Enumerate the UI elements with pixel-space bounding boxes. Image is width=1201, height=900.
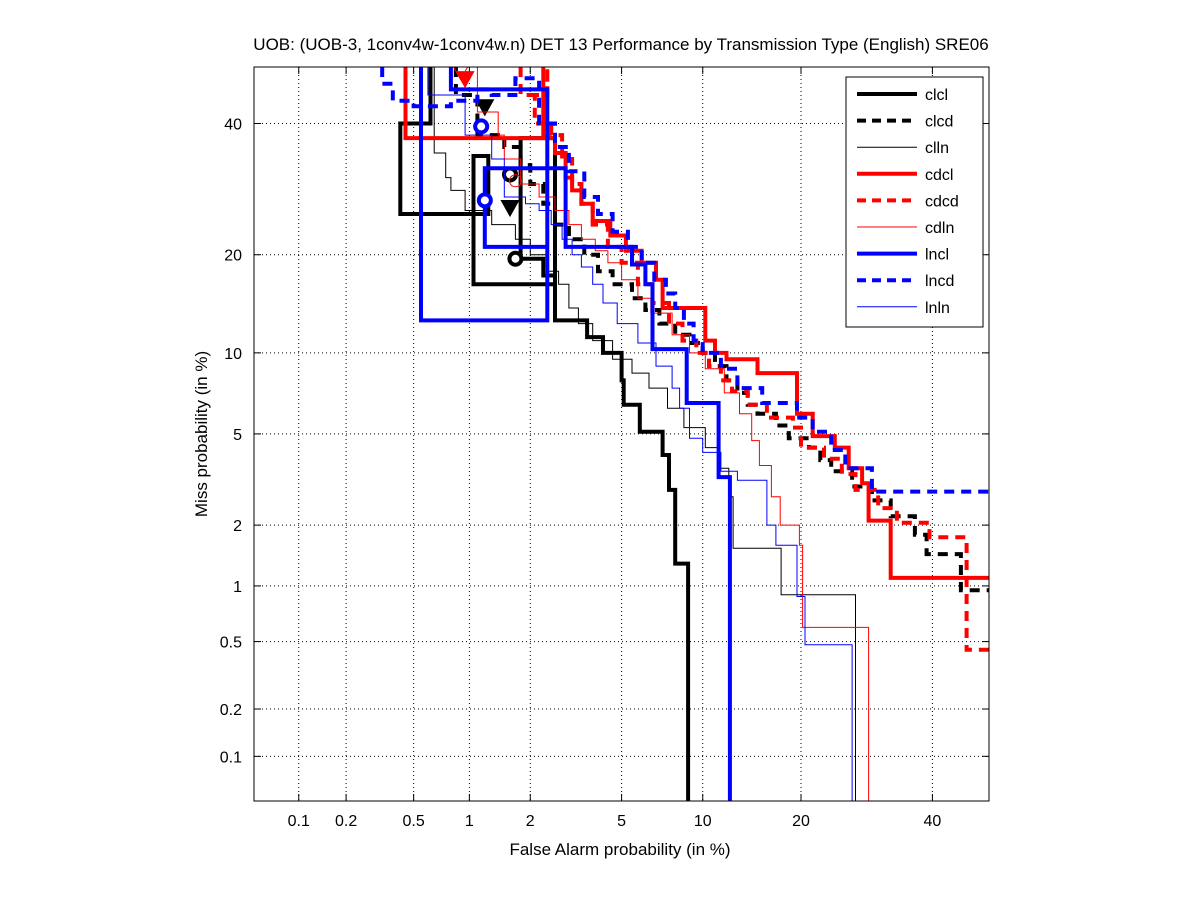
x-tick-label: 0.1 [288, 813, 310, 830]
x-tick-label: 0.5 [403, 813, 425, 830]
y-tick-label: 2 [233, 518, 242, 535]
marker-clcl [475, 99, 495, 117]
marker-lncl [473, 118, 490, 135]
x-tick-labels: 0.1 0.2 0.5 1 2 5 10 20 40 [288, 813, 942, 830]
x-tick-label: 2 [526, 813, 535, 830]
y-tick-label: 0.1 [220, 749, 242, 766]
legend-label-cdcd: cdcd [925, 193, 959, 210]
x-axis-label: False Alarm probability (in %) [509, 840, 730, 859]
x-tick-label: 20 [792, 813, 810, 830]
marker-cdcd [455, 71, 475, 89]
y-axis-label: Miss probability (in %) [192, 351, 211, 517]
x-tick-label: 40 [924, 813, 942, 830]
y-tick-label: 20 [224, 248, 242, 265]
y-tick-label: 5 [233, 427, 242, 444]
series-line-lncd [380, 67, 989, 494]
x-tick-label: 0.2 [335, 813, 357, 830]
series-lines [380, 67, 989, 801]
marker-cdln [453, 67, 469, 81]
x-tick-label: 5 [617, 813, 626, 830]
series-lncd [380, 67, 989, 494]
legend: clcl clcd clln cdcl cdcd cdln lncl lncd lnln [845, 76, 984, 328]
y-tick-labels: 0.1 0.2 0.5 1 2 5 10 20 40 [220, 117, 242, 767]
series-cdcd [455, 67, 989, 652]
series-lncl [419, 67, 732, 801]
series-line-clcl [398, 67, 691, 801]
y-tick-label: 0.5 [220, 635, 242, 652]
series-line-clln [433, 67, 856, 801]
y-tick-label: 40 [224, 117, 242, 134]
marker-clcl [500, 199, 520, 218]
legend-label-lncl: lncl [925, 247, 949, 264]
legend-label-lncd: lncd [925, 273, 954, 290]
x-tick-label: 1 [465, 813, 474, 830]
legend-label-lnln: lnln [925, 300, 950, 317]
series-line-cdcd [518, 67, 989, 652]
legend-label-clln: clln [925, 140, 949, 157]
y-tick-label: 1 [233, 579, 242, 596]
y-tick-label: 0.2 [220, 702, 242, 719]
series-lnln [427, 67, 853, 801]
series-line-lncl [419, 67, 732, 801]
marker-clcl [507, 250, 524, 267]
marker-cdln [508, 174, 522, 188]
legend-label-clcl: clcl [925, 87, 948, 104]
legend-box [845, 76, 984, 328]
legend-label-cdcl: cdcl [925, 167, 953, 184]
plot-area-frame [253, 66, 990, 802]
y-tick-label: 10 [224, 346, 242, 363]
series-line-lnln [427, 67, 853, 801]
chart-title: UOB: (UOB-3, 1conv4w-1conv4w.n) DET 13 P… [253, 35, 988, 54]
series-clln [433, 67, 856, 801]
x-tick-label: 10 [694, 813, 712, 830]
legend-label-clcd: clcd [925, 114, 953, 131]
marker-lncl [476, 192, 493, 209]
legend-label-cdln: cdln [925, 220, 954, 237]
